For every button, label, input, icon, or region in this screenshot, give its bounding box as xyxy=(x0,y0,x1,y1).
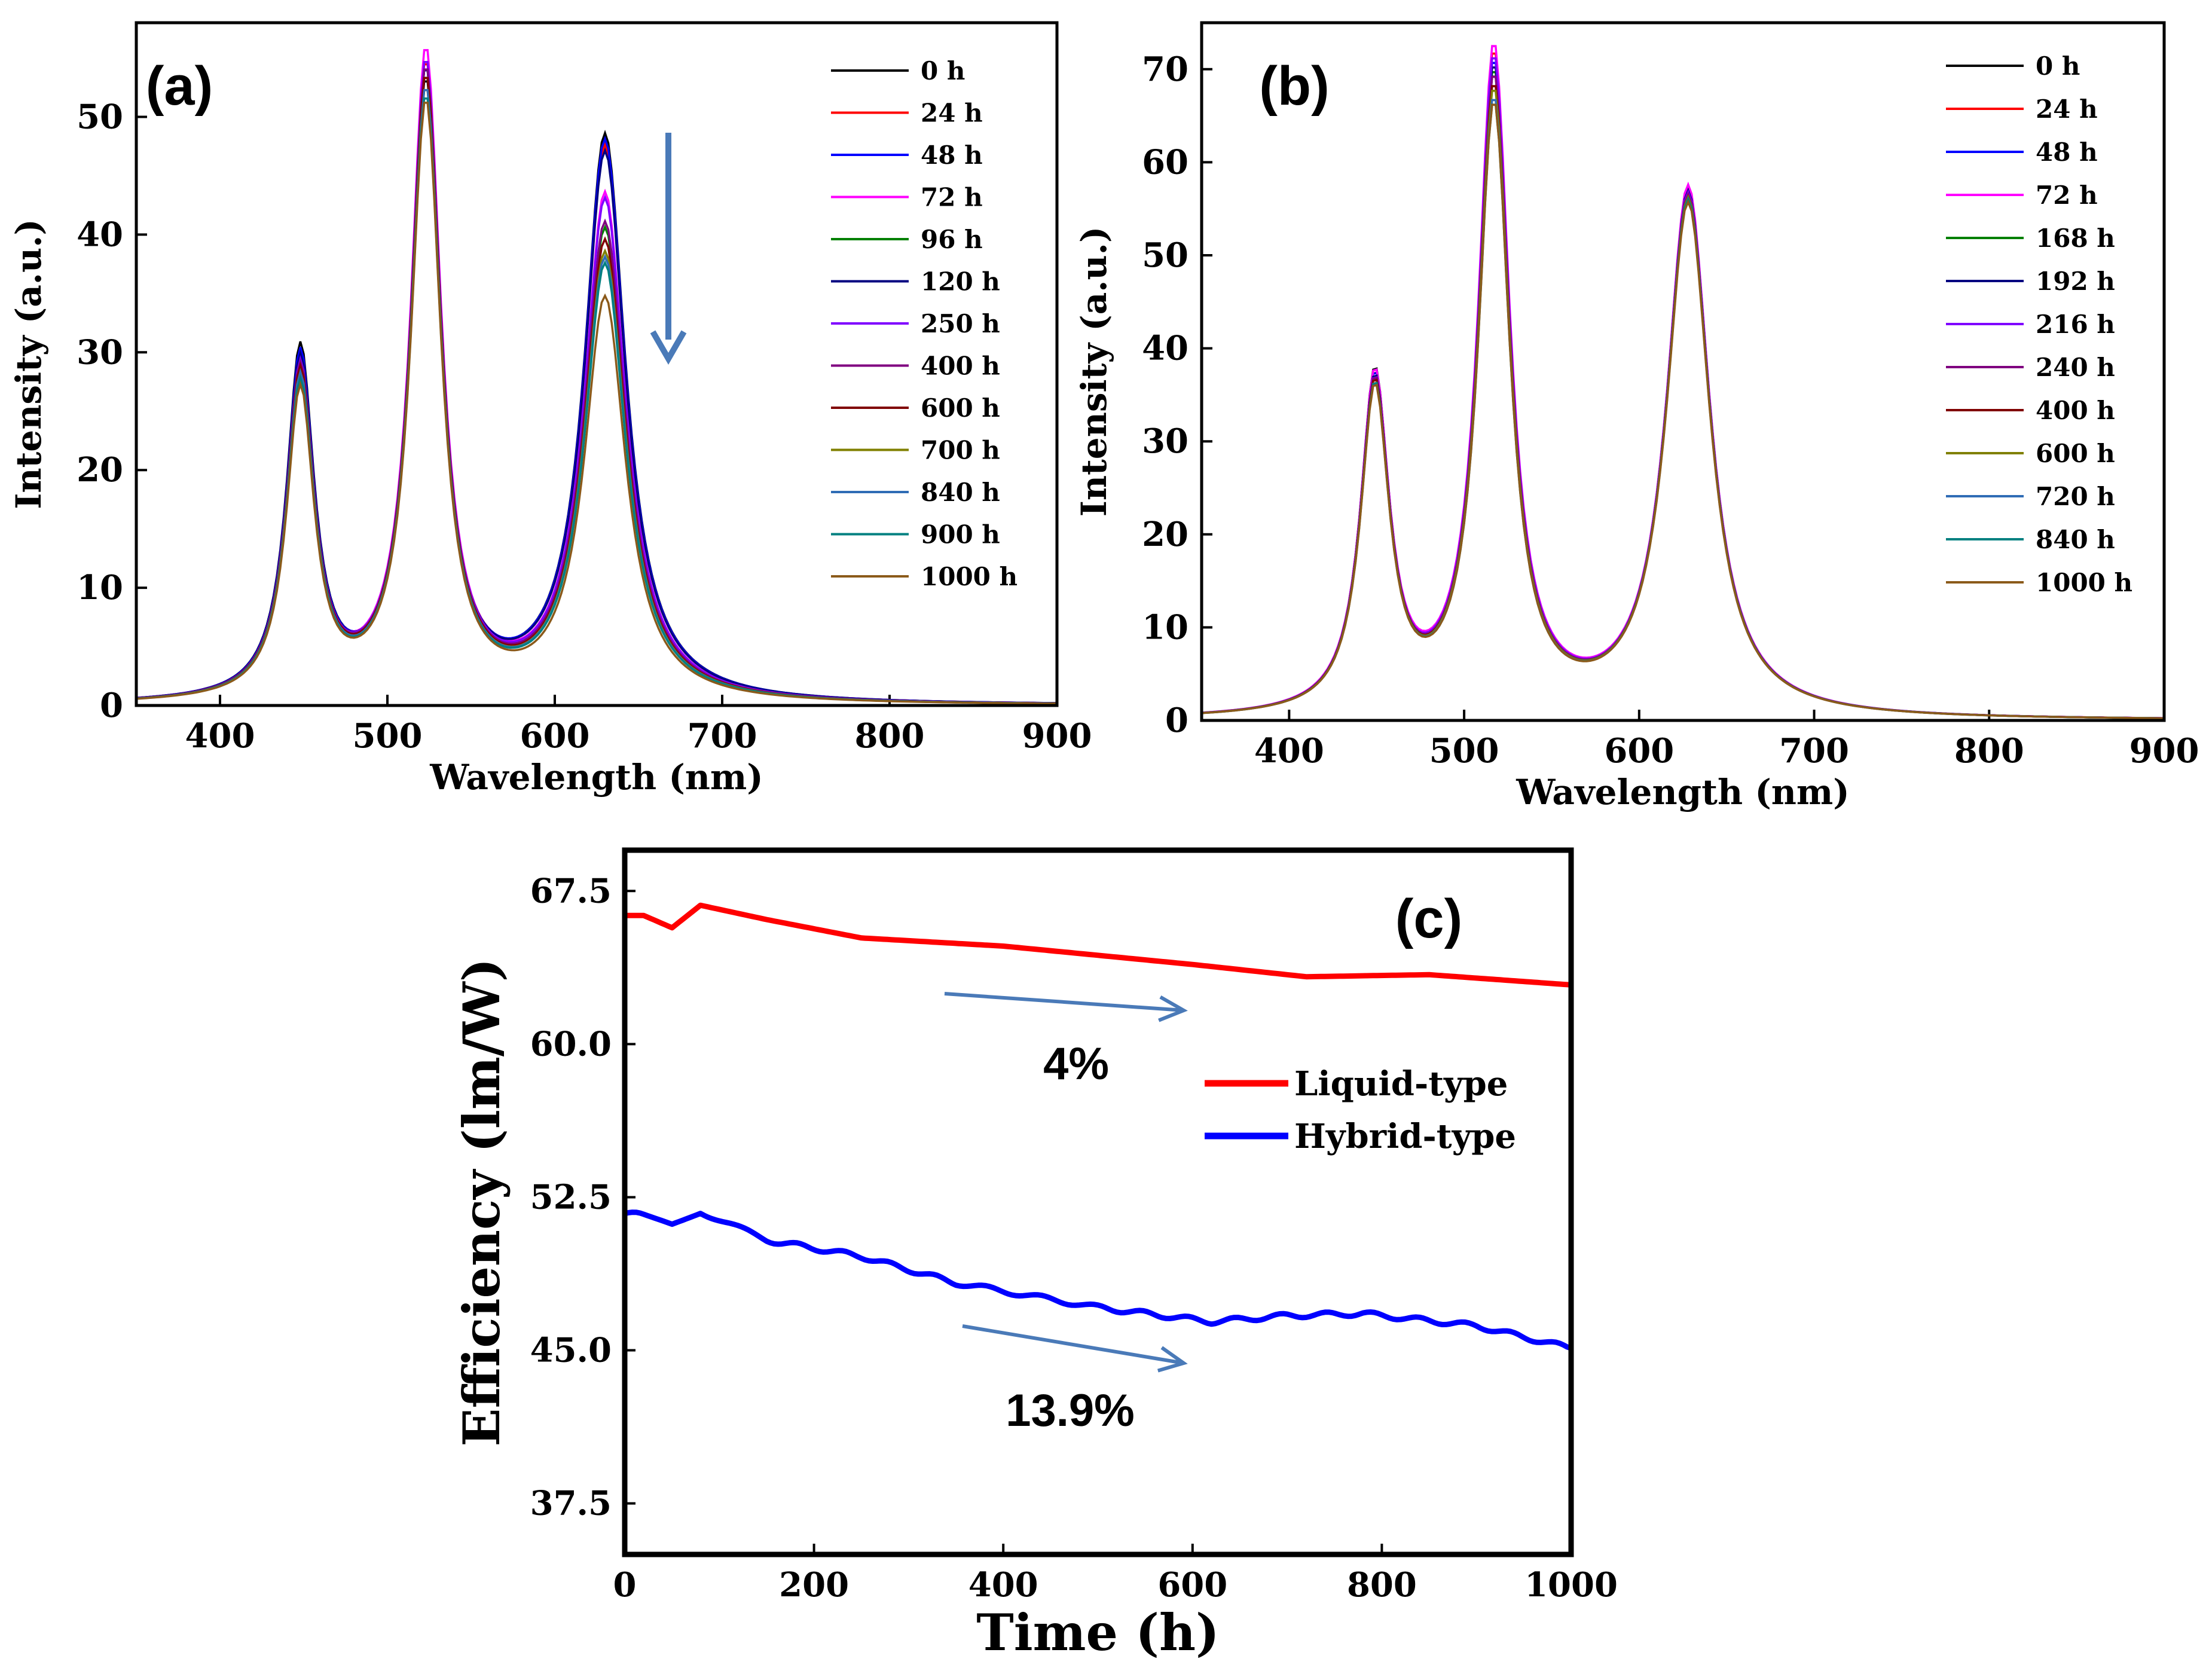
panel-b-legend-label: 168 h xyxy=(2036,224,2115,253)
panel-c-ytick-label: 67.5 xyxy=(530,871,612,911)
panel-b-xtick-label: 800 xyxy=(1954,731,2024,771)
panel-b-chart: 400 500 600 700 800 900 0 10 20 30 40 50 60 70 (b) Wave… xyxy=(1074,21,2199,812)
panel-c-series-liquid-type xyxy=(625,902,1572,988)
panel-b-legend-label: 720 h xyxy=(2036,482,2115,511)
panel-a-legend-label: 400 h xyxy=(921,352,1000,381)
panel-b-legend-label: 192 h xyxy=(2036,267,2115,296)
panel-b-xtick-label: 400 xyxy=(1254,731,1324,771)
panel-b-xlabel: Wavelength (nm) xyxy=(1516,772,1850,812)
panel-a-legend-label: 900 h xyxy=(921,520,1000,549)
panel-b-series-1000h xyxy=(1201,103,2164,720)
panel-a-legend-label: 96 h xyxy=(921,225,983,254)
panel-b-label: (b) xyxy=(1259,56,1329,117)
panel-b-xtick-label: 900 xyxy=(2129,731,2199,771)
panel-b-legend-label: 24 h xyxy=(2036,94,2098,124)
panel-c-xtick-label: 800 xyxy=(1347,1565,1417,1605)
panel-c-xtick-label: 200 xyxy=(779,1565,849,1605)
panel-a-chart: 400 500 600 700 800 900 0 10 20 30 40 50 (a) Waveleng… xyxy=(8,21,1092,798)
panel-a-xlabel: Wavelength (nm) xyxy=(429,757,763,798)
panel-a-frame xyxy=(135,21,1059,707)
trend-arrow xyxy=(944,992,1184,1012)
panel-a-ytick-label: 20 xyxy=(77,450,123,490)
panel-b-ytick-label: 50 xyxy=(1142,236,1188,275)
decrease-arrow-head xyxy=(650,330,687,365)
panel-a-ytick-label: 30 xyxy=(77,332,123,372)
panel-c-chart: 0 200 400 600 800 1000 37.5 45.0 52.5 60.0 67.5 (c)… xyxy=(452,847,1618,1662)
panel-c-annotation: 4% xyxy=(1043,1038,1109,1089)
trend-arrow-head xyxy=(1157,1346,1188,1373)
panel-b-ytick-label: 60 xyxy=(1142,142,1188,182)
panel-c-xtick-label: 0 xyxy=(613,1565,637,1605)
panel-a-series-1000h xyxy=(136,102,1057,705)
panel-a-xtick-label: 400 xyxy=(185,716,255,756)
panel-a-ytick-label: 50 xyxy=(77,97,123,137)
panel-a-legend-label: 48 h xyxy=(921,140,983,170)
panel-c-ytick-label: 52.5 xyxy=(530,1177,612,1217)
panel-a-xtick-label: 800 xyxy=(855,716,925,756)
panel-b-legend-label: 840 h xyxy=(2036,525,2115,554)
panel-b-ytick-label: 0 xyxy=(1165,701,1188,740)
panel-a-label: (a) xyxy=(146,56,213,117)
panel-a-xtick-label: 700 xyxy=(688,716,757,756)
panel-a-legend-label: 600 h xyxy=(921,393,1000,423)
panel-c-series-hybrid-type xyxy=(624,1209,1572,1351)
panel-a-ytick-label: 40 xyxy=(77,215,123,254)
panel-b-frame xyxy=(1200,21,2166,722)
panel-a-legend-label: 840 h xyxy=(921,478,1000,507)
panel-b-xtick-label: 600 xyxy=(1604,731,1674,771)
panel-a-series-0h xyxy=(136,80,1057,704)
panel-a-xtick-label: 500 xyxy=(353,716,423,756)
trend-arrow xyxy=(962,1324,1184,1365)
panel-c-xtick-label: 400 xyxy=(968,1565,1038,1605)
panel-b-ytick-label: 40 xyxy=(1142,329,1188,368)
panel-c-label: (c) xyxy=(1395,888,1462,949)
panel-c-ytick-label: 45.0 xyxy=(530,1331,612,1370)
panel-a-ytick-label: 0 xyxy=(100,686,123,725)
panel-c-legend-label: Liquid-type xyxy=(1294,1064,1508,1104)
panel-a-legend-label: 1000 h xyxy=(921,562,1018,591)
panel-b-legend-label: 400 h xyxy=(2036,396,2115,425)
panel-b-ytick-label: 20 xyxy=(1142,515,1188,554)
panel-a-legend-label: 72 h xyxy=(921,183,983,212)
panel-c-xlabel: Time (h) xyxy=(976,1603,1220,1662)
panel-b-ytick-label: 10 xyxy=(1142,607,1188,647)
panel-b-ylabel: Intensity (a.u.) xyxy=(1074,227,1114,517)
panel-a-ytick-label: 10 xyxy=(77,568,123,607)
panel-b-ytick-label: 70 xyxy=(1142,50,1188,89)
panel-b-legend-label: 48 h xyxy=(2036,138,2098,167)
panel-b-legend-label: 216 h xyxy=(2036,310,2115,339)
panel-b-legend-label: 1000 h xyxy=(2036,568,2132,597)
panel-a-xtick-label: 600 xyxy=(520,716,590,756)
panel-a-ylabel: Intensity (a.u.) xyxy=(8,219,49,509)
panel-b-legend-label: 240 h xyxy=(2036,353,2115,382)
panel-b-xtick-label: 700 xyxy=(1779,731,1849,771)
panel-c-ylabel: Efficiency (lm/W) xyxy=(452,958,511,1447)
panel-b-legend-label: 600 h xyxy=(2036,439,2115,468)
panel-b-xtick-label: 500 xyxy=(1429,731,1499,771)
panel-a-legend-label: 700 h xyxy=(921,436,1000,465)
panel-a-legend-label: 0 h xyxy=(921,56,965,85)
panel-c-ytick-label: 60.0 xyxy=(530,1024,612,1064)
panel-b-legend-label: 72 h xyxy=(2036,181,2098,210)
panel-a-legend-label: 24 h xyxy=(921,99,983,128)
panel-a-xtick-label: 900 xyxy=(1022,716,1092,756)
panel-a-legend-label: 120 h xyxy=(921,267,1000,297)
panel-b-legend-label: 0 h xyxy=(2036,51,2080,81)
panel-a-legend-label: 250 h xyxy=(921,309,1000,338)
panel-c-frame xyxy=(622,847,1574,1557)
panel-c-xtick-label: 600 xyxy=(1157,1565,1227,1605)
panel-c-legend-label: Hybrid-type xyxy=(1294,1117,1516,1156)
panel-c-xtick-label: 1000 xyxy=(1524,1565,1618,1605)
panel-c-annotation: 13.9% xyxy=(1006,1385,1135,1436)
panel-b-ytick-label: 30 xyxy=(1142,421,1188,461)
trend-arrow-head xyxy=(1158,995,1188,1022)
panel-c-ytick-label: 37.5 xyxy=(530,1484,612,1523)
